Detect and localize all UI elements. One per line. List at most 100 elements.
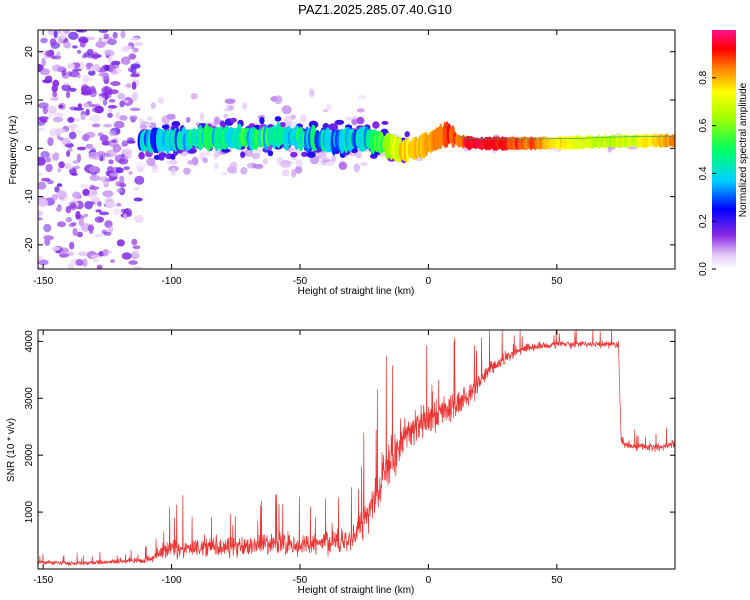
spectrogram-noise-blob [146, 123, 152, 127]
snr-x-label: Height of straight line (km) [298, 585, 415, 596]
snr-y-ticks: 1000 2000 3000 4000 [24, 330, 675, 523]
spectrogram-noise-blob [129, 107, 141, 112]
spectrogram-noise-blob [68, 131, 77, 140]
spectrogram-noise-blob [161, 115, 171, 125]
spectrogram-band-blob [221, 148, 231, 153]
spectrogram-noise-blob [96, 264, 103, 269]
spectrogram-noise-blob [281, 105, 292, 115]
spectrogram-noise-blob [76, 231, 83, 238]
spectrogram-noise-blob [47, 137, 54, 147]
spectrogram-noise-blob [133, 187, 140, 191]
spectrogram-noise-blob [59, 253, 70, 258]
chart-title: PAZ1.2025.285.07.40.G10 [298, 2, 452, 17]
spectrogram-x-tick-label: 50 [551, 276, 563, 287]
spectrogram-noise-blob [69, 241, 75, 250]
spectrogram-noise-blob [108, 159, 114, 165]
snr-y-tick-label: 4000 [24, 330, 35, 353]
spectrogram-noise-blob [64, 162, 74, 170]
spectrogram-noise-blob [128, 53, 137, 60]
spectrogram-y-tick-label: 0 [24, 145, 35, 151]
spectrogram-noise-blob [38, 259, 49, 266]
spectrogram-noise-blob [186, 116, 191, 123]
spectrogram-noise-blob [38, 127, 45, 132]
spectrogram-noise-blob [90, 53, 102, 59]
colorbar-tick-label: 0.8 [698, 70, 709, 84]
spectrogram-band-blob [279, 121, 286, 128]
spectrogram-noise-blob [104, 64, 110, 72]
spectrogram-x-label: Height of straight line (km) [298, 286, 415, 297]
spectrogram-noise-blob [111, 139, 117, 143]
spectrogram-noise-blob [128, 260, 138, 265]
spectrogram-x-ticks: -150 -100 -50 0 50 [33, 30, 563, 287]
spectrogram-noise-blob [119, 182, 127, 188]
spectrogram-noise-blob [108, 55, 113, 64]
spectrogram-noise-blob [43, 235, 54, 241]
spectrogram-noise-blob [134, 215, 144, 223]
spectrogram-noise-blob [97, 132, 104, 137]
spectrogram-noise-blob [110, 81, 121, 87]
spectrogram-noise-blob [53, 112, 64, 117]
spectrogram-noise-blob [89, 166, 97, 173]
spectrogram-noise-blob [627, 146, 638, 150]
spectrogram-y-tick-label: -10 [24, 189, 35, 204]
spectrogram-noise-blob [43, 223, 52, 233]
spectrogram-noise-blob [118, 158, 129, 165]
spectrogram-band-blob [381, 120, 389, 125]
spectrogram-noise-blob [121, 140, 129, 147]
spectrogram-noise-blob [110, 60, 121, 66]
spectrogram-noise-blob [139, 125, 148, 130]
spectrogram-noise-blob [157, 97, 165, 104]
spectrogram-noise-blob [78, 251, 89, 257]
spectrogram-band-blob [220, 122, 227, 128]
spectrogram-noise-blob [52, 91, 57, 98]
spectrogram-noise-blob [89, 175, 101, 181]
spectrogram-noise-blob [132, 250, 139, 258]
spectrogram-noise-blob [101, 86, 113, 95]
spectrogram-noise-blob [51, 246, 60, 251]
spectrogram-noise-blob [46, 114, 53, 118]
snr-marks [38, 330, 675, 566]
spectrogram-noise-blob [91, 123, 101, 128]
spectrogram-noise-blob [53, 30, 58, 39]
spectrogram-band-blob [350, 147, 358, 154]
spectrogram-ridge-edge [459, 135, 675, 140]
spectrogram-noise-blob [64, 143, 74, 147]
spectrogram-noise-blob [251, 152, 260, 160]
snr-series-line [38, 330, 675, 566]
spectrogram-noise-blob [92, 189, 98, 196]
spectrogram-noise-blob [183, 167, 191, 175]
spectrogram-noise-blob [88, 186, 100, 191]
spectrogram-noise-blob [85, 108, 90, 116]
spectrogram-noise-blob [40, 119, 48, 123]
spectrogram-noise-blob [58, 161, 65, 169]
spectrogram-noise-blob [72, 45, 78, 49]
spectrogram-noise-blob [353, 115, 358, 120]
spectrogram-frame [37, 29, 676, 270]
spectrogram-noise-blob [55, 128, 66, 134]
snr-x-tick-label: -50 [293, 575, 308, 586]
spectrogram-noise-blob [121, 252, 132, 260]
spectrogram-noise-blob [187, 160, 195, 165]
spectrogram-noise-blob [86, 48, 94, 56]
spectrogram-noise-blob [115, 167, 124, 174]
spectrogram-noise-blob [322, 109, 328, 113]
spectrogram-noise-blob [116, 188, 123, 193]
colorbar-tick-label: 0.0 [698, 262, 709, 276]
spectrogram-noise-blob [38, 254, 43, 262]
spectrogram-noise-blob [108, 130, 117, 137]
spectrogram-noise-blob [89, 114, 101, 123]
snr-x-tick-label: -100 [162, 575, 182, 586]
spectrogram-noise-blob [122, 213, 128, 220]
snr-x-ticks: -150 -100 -50 0 50 [33, 330, 563, 586]
spectrogram-noise-blob [120, 208, 126, 213]
spectrogram-noise-blob [119, 175, 125, 185]
spectrogram-noise-blob [40, 151, 50, 158]
spectrogram-noise-blob [42, 106, 48, 115]
spectrogram-noise-blob [99, 211, 110, 216]
spectrogram-noise-blob [61, 137, 71, 146]
spectrogram-noise-blob [57, 30, 62, 34]
spectrogram-band-blob [301, 151, 308, 157]
spectrogram-noise-blob [291, 168, 297, 178]
spectrogram-noise-blob [112, 31, 118, 39]
